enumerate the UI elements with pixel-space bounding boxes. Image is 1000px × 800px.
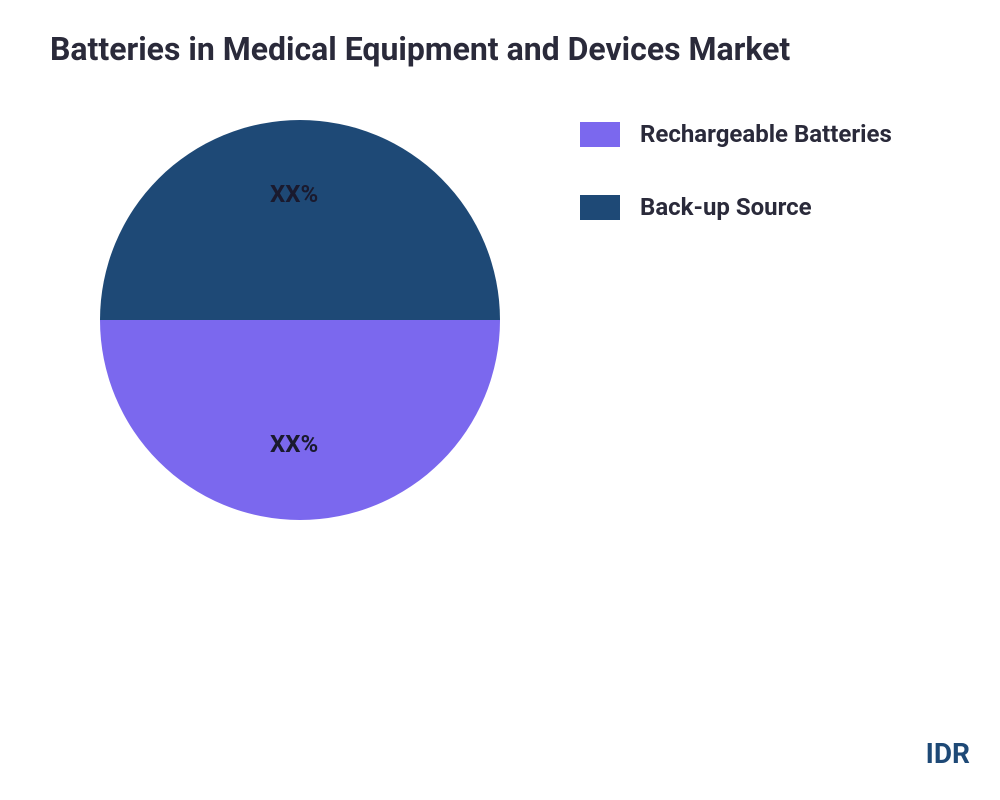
legend-swatch-backup — [580, 195, 620, 220]
slice-label-backup: XX% — [270, 180, 318, 208]
chart-title: Batteries in Medical Equipment and Devic… — [50, 30, 790, 68]
legend-item-backup: Back-up Source — [580, 193, 892, 221]
slice-label-rechargeable: XX% — [270, 430, 318, 458]
legend-swatch-rechargeable — [580, 122, 620, 147]
legend-label-rechargeable: Rechargeable Batteries — [640, 120, 892, 148]
legend-label-backup: Back-up Source — [640, 193, 812, 221]
watermark: IDR — [926, 737, 970, 770]
pie-slice-rechargeable — [100, 320, 500, 520]
pie-chart: XX% XX% — [100, 120, 500, 520]
chart-legend: Rechargeable Batteries Back-up Source — [580, 120, 892, 266]
pie-slice-backup — [100, 120, 500, 320]
legend-item-rechargeable: Rechargeable Batteries — [580, 120, 892, 148]
